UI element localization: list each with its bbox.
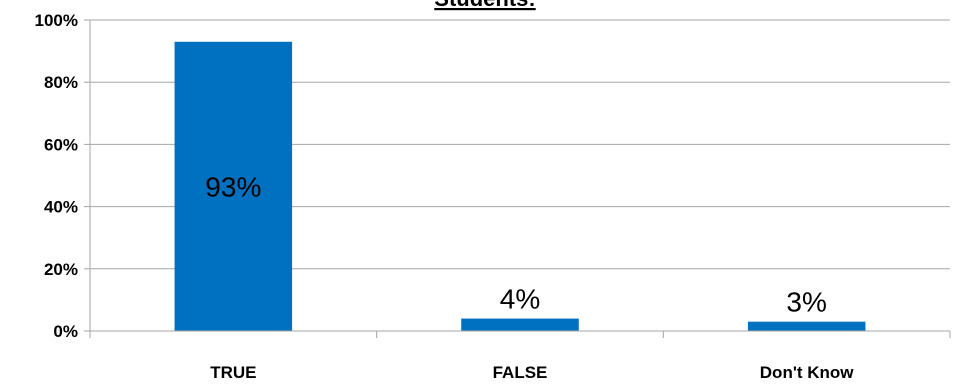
chart-title: Students: <box>434 0 535 11</box>
y-tick-label: 60% <box>44 135 78 154</box>
bar <box>174 41 293 332</box>
x-tick-label: FALSE <box>493 363 548 382</box>
x-tick-label: Don't Know <box>760 363 855 382</box>
bars <box>174 41 866 332</box>
data-label: 3% <box>786 287 826 318</box>
data-label: 4% <box>500 284 540 315</box>
bar <box>461 318 579 331</box>
y-axis-ticks: 0% 20% 40% 60% 80% 100% <box>35 11 91 341</box>
y-tick-label: 100% <box>35 11 78 30</box>
y-tick-label: 40% <box>44 198 78 217</box>
y-tick-label: 20% <box>44 260 78 279</box>
y-tick-label: 80% <box>44 73 78 92</box>
y-tick-label: 0% <box>53 322 78 341</box>
bar <box>747 321 866 331</box>
x-tick-label: TRUE <box>210 363 256 382</box>
data-labels: 93% 4% 3% <box>205 171 827 317</box>
data-label: 93% <box>205 171 261 202</box>
x-axis: TRUE FALSE Don't Know <box>89 330 951 382</box>
